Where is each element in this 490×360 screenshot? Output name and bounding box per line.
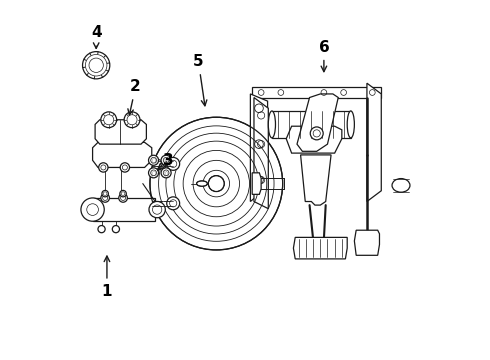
Bar (272, 111, 351, 138)
Polygon shape (286, 126, 342, 153)
Circle shape (81, 198, 104, 221)
Circle shape (112, 226, 120, 233)
Circle shape (101, 112, 117, 128)
Ellipse shape (392, 179, 410, 192)
Circle shape (98, 226, 105, 233)
Text: 1: 1 (102, 256, 112, 299)
Ellipse shape (347, 111, 354, 138)
Circle shape (167, 157, 180, 170)
Circle shape (161, 155, 171, 165)
Bar (252, 87, 381, 98)
Circle shape (149, 202, 165, 218)
Polygon shape (367, 83, 381, 202)
Circle shape (119, 194, 127, 202)
Polygon shape (294, 237, 347, 259)
Text: 2: 2 (128, 79, 141, 115)
Ellipse shape (196, 181, 207, 186)
Polygon shape (95, 120, 147, 144)
Circle shape (208, 176, 224, 192)
Circle shape (98, 163, 108, 172)
Polygon shape (93, 198, 155, 221)
Text: 3: 3 (158, 153, 173, 170)
Circle shape (310, 127, 323, 140)
Circle shape (148, 155, 159, 165)
Polygon shape (300, 155, 331, 205)
Polygon shape (354, 230, 379, 255)
Circle shape (124, 112, 140, 128)
Polygon shape (297, 94, 338, 151)
Circle shape (102, 190, 108, 197)
Polygon shape (254, 98, 269, 209)
Text: 6: 6 (318, 40, 329, 72)
Polygon shape (93, 142, 152, 167)
Text: 5: 5 (193, 54, 207, 106)
Text: 4: 4 (91, 26, 101, 48)
Circle shape (101, 194, 109, 202)
Circle shape (167, 197, 180, 210)
Circle shape (148, 168, 159, 178)
Polygon shape (252, 173, 261, 194)
Circle shape (161, 168, 171, 178)
Ellipse shape (269, 111, 275, 138)
Circle shape (120, 190, 126, 197)
Polygon shape (250, 94, 268, 202)
Circle shape (82, 51, 110, 79)
Circle shape (120, 163, 129, 172)
Circle shape (150, 117, 283, 250)
